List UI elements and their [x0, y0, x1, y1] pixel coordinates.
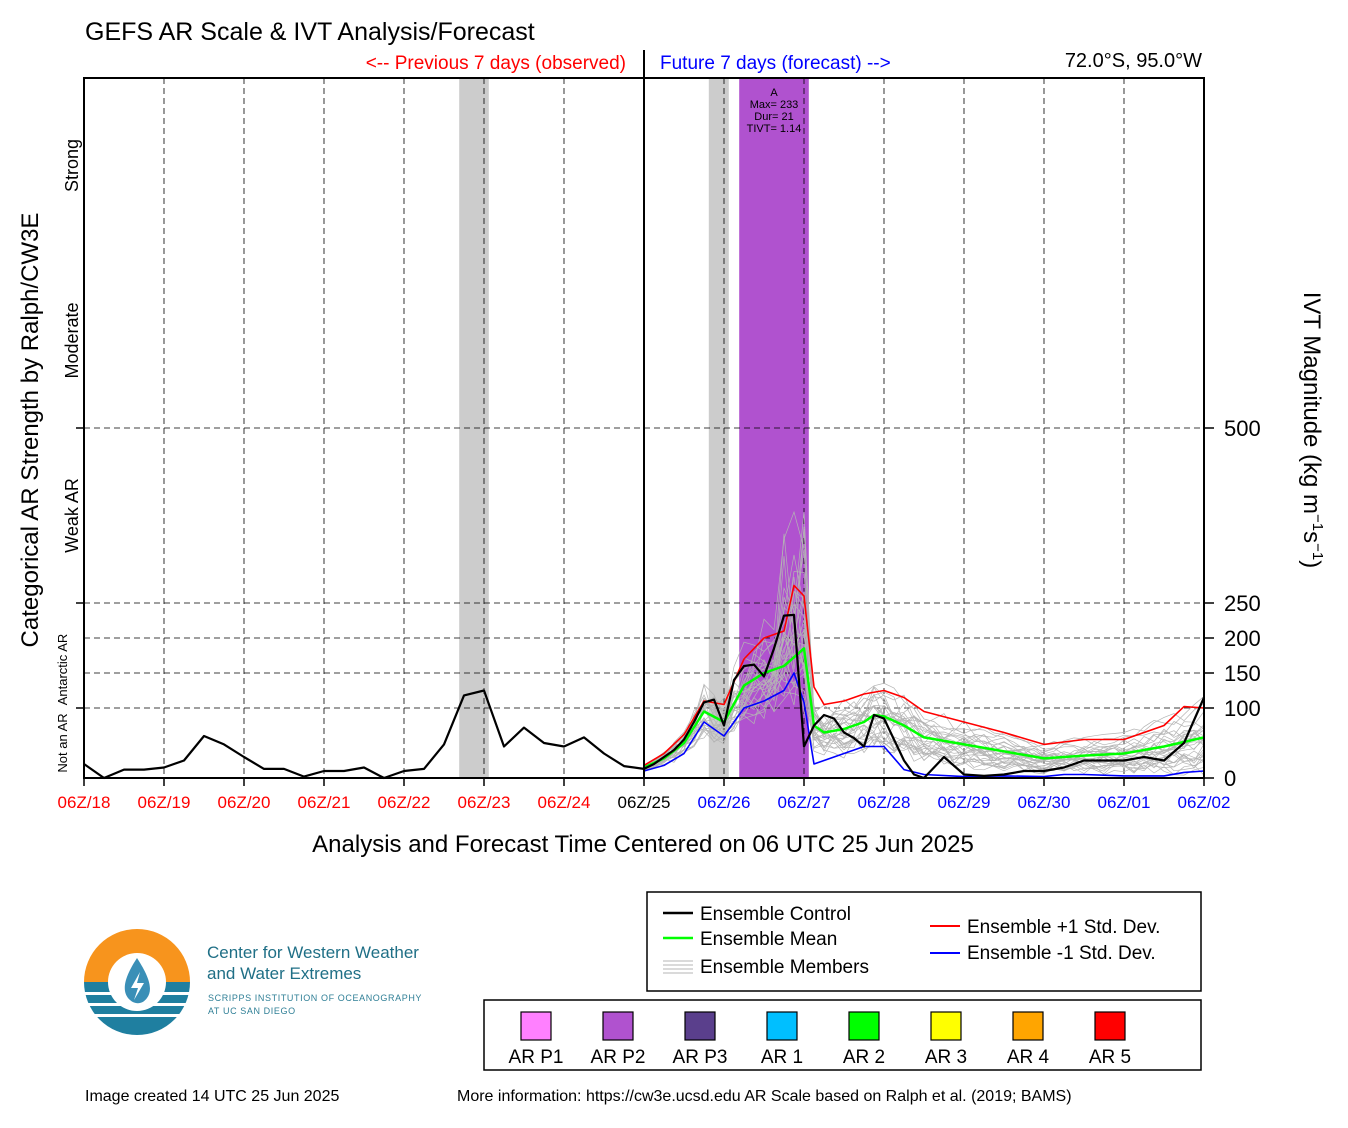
ar-scale-label: AR 3 [925, 1047, 967, 1068]
legend-control-label: Ensemble Control [700, 904, 851, 925]
ar-scale-legend: AR P1 AR P2 AR P3 AR 1 AR 2 AR 3 AR 4 AR 5 [483, 999, 1202, 1071]
ar-scale-swatch [602, 1011, 634, 1041]
ensemble-member-line [643, 533, 1205, 769]
x-axis-title: Analysis and Forecast Time Centered on 0… [312, 831, 974, 858]
ar-scale-label: AR P3 [673, 1047, 728, 1068]
ar-scale-swatch [1094, 1011, 1126, 1041]
right-axis-title: IVT Magnitude (kg m−1s−1) [1298, 292, 1326, 569]
ar-scale-swatch [848, 1011, 880, 1041]
image-created-note: Image created 14 UTC 25 Jun 2025 [85, 1088, 340, 1105]
category-label: Strong [62, 139, 82, 192]
more-information-note: More information: https://cw3e.ucsd.edu … [457, 1088, 1072, 1105]
ar-scale-label: AR 2 [843, 1047, 885, 1068]
x-tick-label: 06Z/29 [938, 793, 991, 812]
x-tick-label: 06Z/30 [1018, 793, 1071, 812]
y-tick-label: 200 [1224, 626, 1261, 651]
ar-scale-label: AR 1 [761, 1047, 803, 1068]
cw3e-logo: Center for Western Weather and Water Ext… [84, 925, 474, 1040]
ar-event-tivt: TIVT= 1.14 [747, 123, 802, 135]
legend-plus-std-label: Ensemble +1 Std. Dev. [967, 917, 1160, 938]
legend-members-swatch [663, 960, 693, 974]
future-period-label: Future 7 days (forecast) --> [660, 53, 891, 74]
x-tick-label: 06Z/23 [458, 793, 511, 812]
cw3e-logo-icon [84, 929, 190, 1035]
location-label: 72.0°S, 95.0°W [1065, 50, 1202, 72]
x-tick-label: 06Z/21 [298, 793, 351, 812]
ar-scale-swatch [930, 1011, 962, 1041]
x-tick-label: 06Z/19 [138, 793, 191, 812]
category-label: Moderate [62, 302, 82, 378]
ar-event-dur: Dur= 21 [754, 111, 793, 123]
ar-event-label: A [770, 87, 778, 99]
y-tick-label: 500 [1224, 416, 1261, 441]
ensemble-member-line [643, 685, 1205, 776]
logo-org-name-line1: Center for Western Weather [207, 943, 419, 962]
category-label: Antarctic AR [55, 634, 70, 706]
ensemble-member-line [643, 633, 1205, 776]
logo-subtitle-line1: SCRIPPS INSTITUTION OF OCEANOGRAPHY [208, 993, 423, 1003]
legend-minus-std-label: Ensemble -1 Std. Dev. [967, 943, 1156, 964]
x-tick-label: 06Z/18 [58, 793, 111, 812]
ensemble-member-line [643, 673, 1205, 772]
ensemble-member-line [643, 661, 1205, 769]
plus-std-line [643, 584, 1205, 767]
ensemble-member-line [643, 619, 1205, 768]
ar-scale-swatch [520, 1011, 552, 1041]
right-axis-title-sup1: −1 [1309, 514, 1326, 531]
x-tick-label: 06Z/02 [1178, 793, 1231, 812]
logo-org-name-line2: and Water Extremes [207, 964, 362, 983]
right-axis-title-end: ) [1298, 560, 1325, 568]
previous-period-label: <-- Previous 7 days (observed) [366, 53, 626, 74]
x-tick-label: 06Z/22 [378, 793, 431, 812]
y-tick-label: 250 [1224, 591, 1261, 616]
y-tick-label: 0 [1224, 766, 1236, 791]
x-tick-label: 06Z/24 [538, 793, 591, 812]
x-tick-label: 06Z/28 [858, 793, 911, 812]
x-tick-label: 06Z/20 [218, 793, 271, 812]
ar-scale-swatch [766, 1011, 798, 1041]
ar-scale-swatch [1012, 1011, 1044, 1041]
y-tick-label: 150 [1224, 661, 1261, 686]
control-line-forecast [643, 613, 1206, 780]
legend-mean-label: Ensemble Mean [700, 929, 837, 950]
category-label: Weak AR [62, 478, 82, 553]
ar-scale-label: AR 5 [1089, 1047, 1131, 1068]
legend-members-label: Ensemble Members [700, 957, 869, 978]
line-legend: Ensemble Control Ensemble Mean Ensemble … [646, 891, 1202, 992]
control-line-observed [83, 689, 645, 780]
right-axis-title-mid: s [1298, 531, 1325, 543]
x-tick-label: 06Z/27 [778, 793, 831, 812]
x-tick-label: 06Z/25 [618, 793, 671, 812]
y-tick-label: 100 [1224, 696, 1261, 721]
ar-scale-swatch [684, 1011, 716, 1041]
right-axis-title-sup2: −1 [1309, 543, 1326, 560]
logo-subtitle-line2: AT UC SAN DIEGO [208, 1006, 296, 1016]
x-tick-label: 06Z/26 [698, 793, 751, 812]
ar-event-max: Max= 233 [750, 99, 799, 111]
ensemble-member-line [643, 511, 1205, 767]
chart-title: GEFS AR Scale & IVT Analysis/Forecast [85, 18, 535, 46]
ensemble-member-line [643, 554, 1205, 768]
ensemble-mean-line [643, 647, 1205, 769]
x-tick-label: 06Z/01 [1098, 793, 1151, 812]
left-axis-title: Categorical AR Strength by Ralph/CW3E [17, 213, 44, 648]
ar-scale-label: AR P2 [591, 1047, 646, 1068]
category-label: Not an AR [55, 713, 70, 772]
ar-scale-label: AR 4 [1007, 1047, 1050, 1068]
ar-scale-label: AR P1 [509, 1047, 564, 1068]
right-axis-title-main: IVT Magnitude (kg m [1298, 292, 1325, 514]
